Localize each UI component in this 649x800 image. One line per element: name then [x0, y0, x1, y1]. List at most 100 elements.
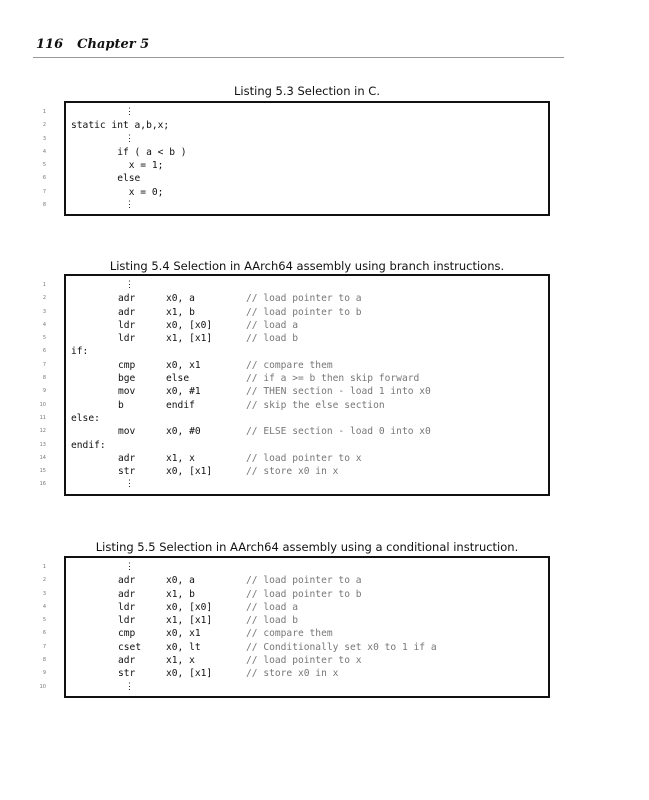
- code-line: 13 endif:: [40, 439, 548, 452]
- code-line: 7 cset x0, lt // Conditionally set x0 to 1 …: [43, 641, 548, 654]
- listing-caption: Listing 5.3 Selection in C.: [234, 84, 380, 98]
- ellipsis-marker: ⋮: [125, 280, 134, 290]
- operands: x0, [x1]: [166, 466, 213, 478]
- mnemonic: ldr: [118, 333, 136, 345]
- code-listing: 1 ⋮ 2 adr x0, a// load pointer to a 3 adr x1, b…: [40, 274, 550, 496]
- line-number: 11: [39, 414, 46, 421]
- line-number: 2: [42, 122, 46, 129]
- comment: // skip the else section: [246, 399, 385, 411]
- line-number: 10: [39, 401, 46, 408]
- operands: x1, x: [166, 655, 195, 667]
- comment: // compare them: [246, 628, 333, 640]
- line-number: 4: [42, 603, 46, 610]
- code-line: 11 else:: [40, 412, 548, 425]
- code-line: 2 adr x0, a // load pointer to a: [43, 574, 548, 587]
- operands: x0, x1: [166, 359, 201, 371]
- comment: // load a: [246, 319, 298, 331]
- line-number: 14: [39, 454, 46, 461]
- line-number: 7: [42, 643, 46, 650]
- code-line: 4 if ( a < b ): [43, 146, 548, 159]
- code-label: else:: [71, 412, 100, 424]
- code-line: 1 ⋮: [43, 561, 548, 574]
- line-number: 6: [42, 175, 46, 182]
- operands: x1, b: [166, 306, 195, 318]
- code-text: x = 0;: [71, 186, 164, 198]
- comment: // load pointer to a: [246, 575, 362, 587]
- ellipsis-marker: ⋮: [125, 133, 134, 144]
- operands: else: [166, 373, 190, 385]
- listing-caption: Listing 5.5 Selection in AArch64 assembl…: [95, 540, 519, 554]
- mnemonic: adr: [118, 293, 136, 305]
- code-line: 6 cmp x0, x1 // compare them: [43, 627, 548, 640]
- code-text: x = 1;: [71, 160, 164, 172]
- line-number: 3: [42, 135, 46, 142]
- code-line: 7 x = 0;: [43, 186, 548, 199]
- comment: // load pointer to a: [246, 293, 362, 305]
- ellipsis-marker: ⋮: [125, 562, 134, 572]
- operands: x0, [x1]: [166, 668, 213, 680]
- mnemonic: adr: [118, 655, 136, 667]
- mnemonic: adr: [118, 452, 136, 464]
- code-line: 6 if:: [43, 345, 548, 358]
- ellipsis-marker: ⋮: [125, 479, 134, 490]
- mnemonic: adr: [118, 588, 136, 600]
- comment: // THEN section - load 1 into x0: [246, 386, 431, 398]
- line-number: 5: [42, 162, 46, 169]
- comment: // compare them: [246, 359, 333, 371]
- line-number: 13: [39, 441, 46, 448]
- code-line: 8 ⋮: [43, 199, 548, 212]
- mnemonic: ldr: [118, 319, 136, 331]
- code-line: 9 mov x0, #1 // THEN section - load 1 into …: [43, 385, 548, 398]
- operands: x0, a: [166, 575, 195, 587]
- line-number: 10: [39, 683, 46, 690]
- line-number: 4: [42, 148, 46, 155]
- operands: x0, #1: [166, 386, 201, 398]
- code-line: 10 b endif // skip the else section: [40, 399, 548, 412]
- page-number: 116: [36, 37, 64, 52]
- code-line: 4 ldr x0, [x0] // load a: [43, 601, 548, 614]
- code-line: 14 adr x1, x // load pointer to x: [40, 452, 548, 465]
- code-line: 7 cmp x0, x1 // compare them: [43, 359, 548, 372]
- operands: x0, x1: [166, 628, 201, 640]
- line-number: 3: [42, 308, 46, 315]
- mnemonic: mov: [118, 426, 136, 438]
- code-line: 5 x = 1;: [43, 159, 548, 172]
- code-line: 8 adr x1, x // load pointer to x: [43, 654, 548, 667]
- mnemonic: adr: [118, 575, 136, 587]
- code-line: 6 else: [43, 172, 548, 185]
- code-listing: 1 ⋮ 2 adr x0, a// load pointer to a 3 adr x1, b…: [40, 556, 550, 698]
- code-text: else: [71, 173, 141, 185]
- code-line: 1 ⋮: [43, 279, 548, 292]
- code-line: 8 bge else // if a >= b then skip forward: [43, 372, 548, 385]
- comment: // store x0 in x: [246, 466, 339, 478]
- operands: x1, [x1]: [166, 333, 213, 345]
- operands: x1, [x1]: [166, 615, 213, 627]
- comment: // load pointer to x: [246, 452, 362, 464]
- line-number: 6: [42, 630, 46, 637]
- code-listing: 1 ⋮ 2 static int a,b,x; 3 ⋮ 4 if ( a < b ) 5 x …: [43, 101, 550, 217]
- ellipsis-marker: ⋮: [125, 200, 134, 211]
- mnemonic: b: [118, 399, 124, 411]
- operands: x1, b: [166, 588, 195, 600]
- mnemonic: cset: [118, 641, 142, 653]
- mnemonic: str: [118, 466, 136, 478]
- comment: // if a >= b then skip forward: [246, 373, 420, 385]
- operands: x0, a: [166, 293, 195, 305]
- comment: // Conditionally set x0 to 1 if a: [246, 641, 437, 653]
- code-label: if:: [71, 346, 89, 358]
- code-line: 1 ⋮: [43, 106, 548, 119]
- comment: // load b: [246, 333, 298, 345]
- comment: // load pointer to x: [246, 655, 362, 667]
- line-number: 9: [42, 388, 46, 395]
- line-number: 8: [42, 202, 46, 209]
- line-number: 4: [42, 321, 46, 328]
- line-number: 7: [42, 188, 46, 195]
- code-line: 3 adr x1, b // load pointer to b: [43, 306, 548, 319]
- comment: // load pointer to b: [246, 306, 362, 318]
- ellipsis-marker: ⋮: [125, 681, 134, 692]
- line-number: 8: [42, 375, 46, 382]
- running-header: 116 Chapter 5: [36, 37, 163, 52]
- code-line: 10 ⋮: [40, 681, 548, 694]
- comment: // store x0 in x: [246, 668, 339, 680]
- line-number: 1: [42, 109, 46, 115]
